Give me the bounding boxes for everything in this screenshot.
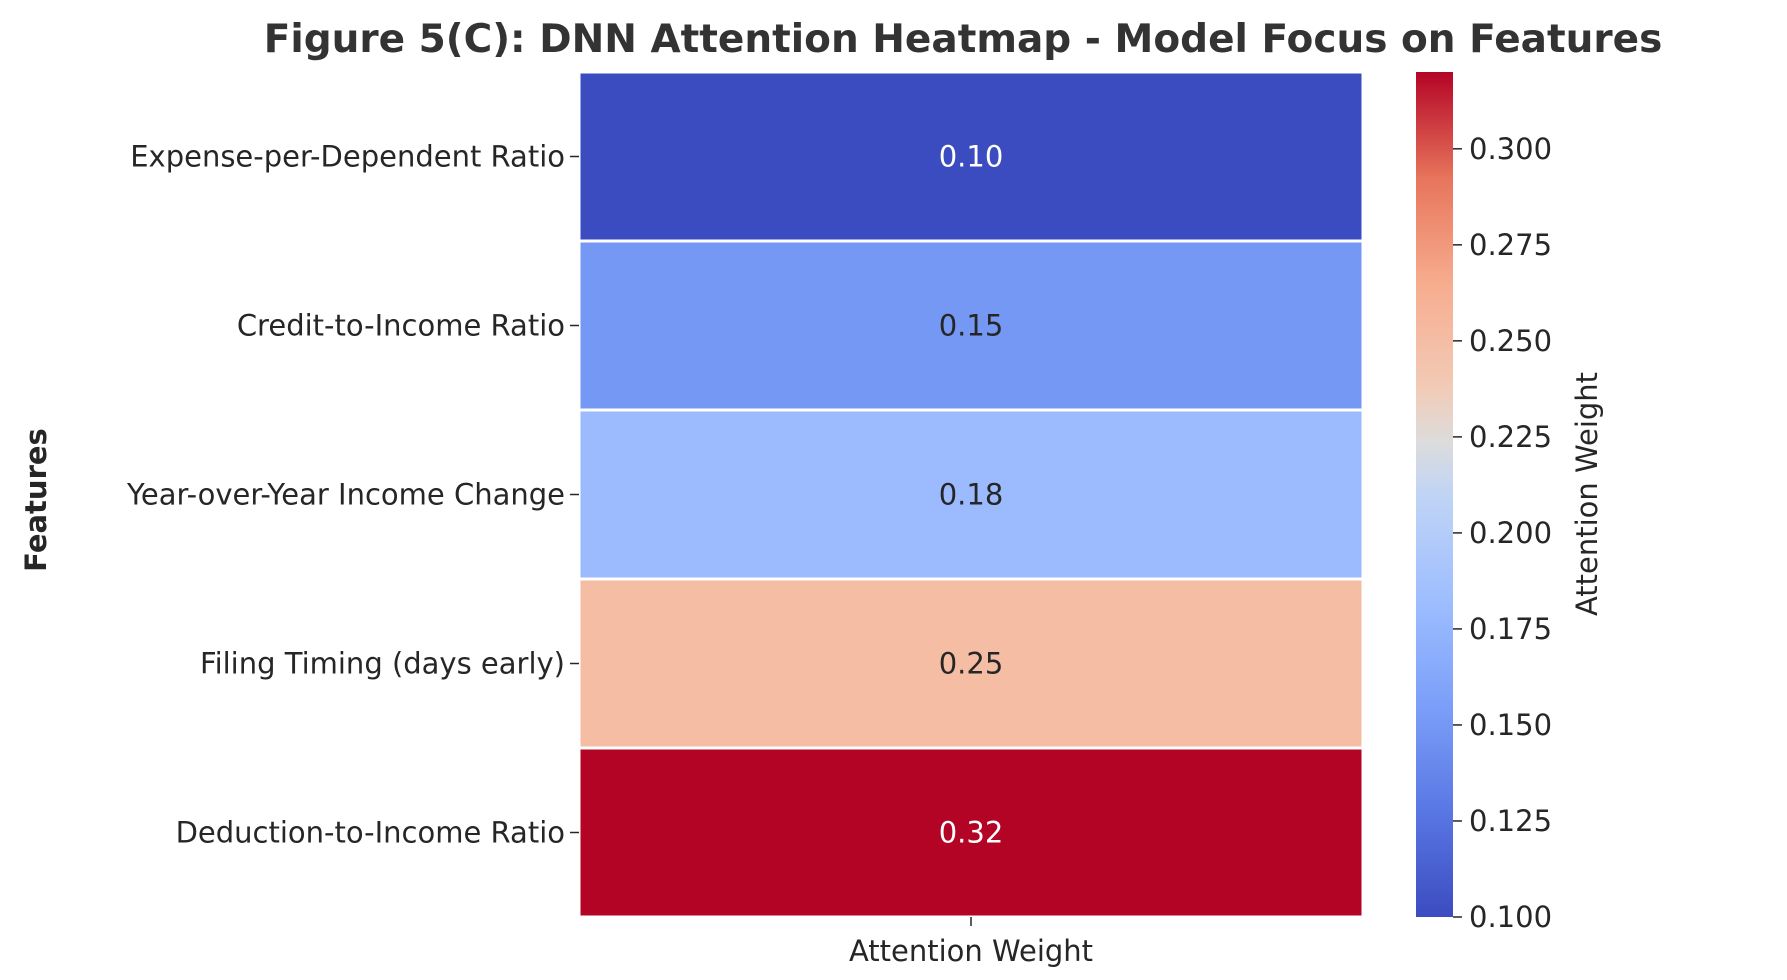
colorbar-tick-label: 0.150 (1469, 708, 1552, 742)
column-tick-label: Attention Weight (849, 934, 1093, 968)
column-tick-labels: Attention Weight (849, 917, 1093, 968)
cell-value-label: 0.25 (939, 647, 1004, 681)
chart-title: Figure 5(C): DNN Attention Heatmap - Mod… (264, 17, 1663, 62)
colorbar-tick-label: 0.175 (1469, 612, 1552, 646)
colorbar-tick-label: 0.275 (1469, 228, 1552, 262)
colorbar-tick-label: 0.100 (1469, 900, 1552, 934)
cell-value-label: 0.10 (939, 140, 1004, 174)
colorbar-tick-label: 0.125 (1469, 804, 1552, 838)
y-axis-title: Features (19, 428, 53, 572)
colorbar-label: Attention Weight (1570, 372, 1604, 616)
heatmap-cell (577, 239, 1365, 412)
cell-value-label: 0.32 (939, 816, 1004, 850)
colorbar-tick-label: 0.200 (1469, 516, 1552, 550)
cell-value-label: 0.15 (939, 309, 1004, 343)
heatmap-cells: 0.10 0.15 0.18 0.25 0.32 (577, 70, 1365, 919)
row-tick-label: Deduction-to-Income Ratio (176, 816, 565, 850)
colorbar-tick-label: 0.300 (1469, 132, 1552, 166)
heatmap-cell (577, 408, 1365, 581)
heatmap-cell (577, 746, 1365, 919)
row-tick-label: Credit-to-Income Ratio (237, 309, 565, 343)
row-tick-label: Expense-per-Dependent Ratio (130, 140, 565, 174)
row-tick-labels: Expense-per-Dependent Ratio Credit-to-Inc… (126, 140, 579, 850)
colorbar-ticks: 0.100 0.125 0.150 0.175 0.200 0.225 0.250 0.275… (1453, 132, 1552, 934)
heatmap-cell (577, 70, 1365, 243)
colorbar-tick-label: 0.250 (1469, 324, 1552, 358)
heatmap-cell (577, 577, 1365, 750)
cell-value-label: 0.18 (939, 478, 1004, 512)
row-tick-label: Filing Timing (days early) (200, 647, 565, 681)
row-tick-label: Year-over-Year Income Change (126, 478, 565, 512)
colorbar-tick-label: 0.225 (1469, 420, 1552, 454)
colorbar (1416, 72, 1453, 917)
